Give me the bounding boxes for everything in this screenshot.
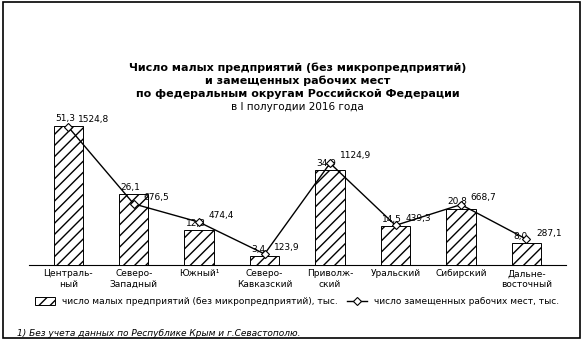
Bar (54, 126, 83, 265)
Text: 123,9: 123,9 (275, 243, 300, 252)
Text: в I полугодии 2016 года: в I полугодии 2016 года (231, 102, 364, 112)
Text: 8,0: 8,0 (513, 232, 527, 241)
Text: и замещенных рабочих мест: и замещенных рабочих мест (205, 75, 390, 86)
Text: 287,1: 287,1 (536, 228, 562, 238)
Text: 1124,9: 1124,9 (340, 152, 371, 160)
Bar (184, 231, 214, 265)
Text: 668,7: 668,7 (470, 193, 497, 202)
Text: Число малых предприятий (без микропредприятий): Число малых предприятий (без микропредпр… (129, 62, 466, 73)
Text: 26,1: 26,1 (120, 183, 140, 192)
Bar (315, 170, 345, 265)
Text: 1) Без учета данных по Республике Крым и г.Севастополю.: 1) Без учета данных по Республике Крым и… (17, 329, 301, 338)
Text: 3,4: 3,4 (251, 245, 265, 254)
Bar (119, 194, 149, 265)
Text: 51,3: 51,3 (55, 115, 75, 123)
Text: 676,5: 676,5 (143, 193, 169, 202)
Text: по федеральным округам Российской Федерации: по федеральным округам Российской Федера… (135, 89, 459, 99)
Text: 474,4: 474,4 (209, 211, 234, 220)
Legend: число малых предприятий (без микропредприятий), тыс., число замещенных рабочих м: число малых предприятий (без микропредпр… (31, 293, 563, 310)
Text: 439,3: 439,3 (405, 214, 431, 223)
Text: 1524,8: 1524,8 (78, 115, 110, 124)
Bar (381, 226, 410, 265)
Text: 20,8: 20,8 (448, 198, 468, 206)
Text: 14,5: 14,5 (382, 215, 402, 224)
Bar (250, 256, 279, 265)
Bar (446, 209, 476, 265)
Text: 12,8: 12,8 (186, 219, 206, 228)
Bar (512, 243, 541, 265)
Text: 34,9: 34,9 (317, 159, 336, 168)
